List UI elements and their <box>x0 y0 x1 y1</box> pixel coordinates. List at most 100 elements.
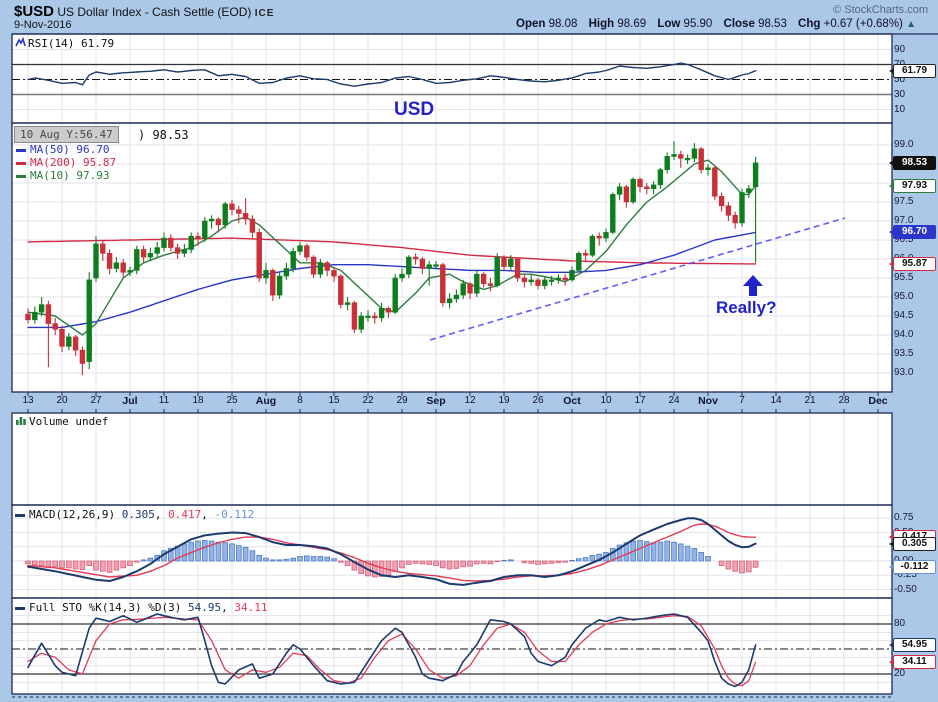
price-value-badge: 98.53 <box>889 155 936 170</box>
x-axis-label: 15 <box>328 395 340 406</box>
x-axis-label: 24 <box>668 395 680 406</box>
sto-panel-legend[interactable]: Full STO %K(14,3) %D(3) 54.95, 34.11 <box>15 601 267 614</box>
x-axis-label: Oct <box>563 395 581 407</box>
volume-panel-legend[interactable]: Volume undef <box>15 415 108 428</box>
price-axis-label: 94.0 <box>894 329 914 340</box>
ma50-legend[interactable]: MA(50) 96.70 <box>16 143 109 156</box>
chg-value: +0.67 (+0.68%) <box>823 18 903 30</box>
really-annotation: Really? <box>716 298 777 317</box>
x-axis-label: 21 <box>804 395 816 406</box>
rsi-chart-icon <box>15 36 26 47</box>
macd-signal-value: 0.417 <box>168 508 202 521</box>
sto-axis-label: 80 <box>894 618 906 629</box>
x-axis-label: Dec <box>868 395 888 407</box>
copyright-label: © StockCharts.com <box>833 4 928 16</box>
low-value: 95.90 <box>683 18 713 30</box>
ma200-legend[interactable]: MA(200) 95.87 <box>16 156 116 169</box>
exchange-label: ICE <box>254 8 275 19</box>
chart-header: $USD US Dollar Index - Cash Settle (EOD)… <box>14 3 274 20</box>
comma: , <box>201 508 208 521</box>
macd-axis-label: 0.75 <box>894 512 914 524</box>
volume-bars-icon <box>16 417 26 425</box>
x-axis-label: 18 <box>192 395 204 406</box>
price-axis-label: 95.5 <box>894 272 914 283</box>
macd-panel-legend[interactable]: MACD(12,26,9) 0.305, 0.417, -0.112 <box>15 508 254 521</box>
x-axis-label: Nov <box>698 395 718 407</box>
macd-value: 0.305 <box>121 508 155 521</box>
macd-label: MACD(12,26,9) <box>29 508 116 521</box>
ma10-legend[interactable]: MA(10) 97.93 <box>16 169 109 182</box>
chart-date: 9-Nov-2016 <box>14 19 72 31</box>
x-axis-label: 12 <box>464 395 476 406</box>
sto-value-badge: 54.95 <box>889 637 936 652</box>
x-axis-label: 26 <box>532 395 544 406</box>
x-axis-label: 7 <box>739 395 745 406</box>
x-axis-label: 20 <box>56 395 68 406</box>
price-axis-label: 96.5 <box>894 234 914 245</box>
rsi-axis-label: 10 <box>894 103 906 115</box>
x-axis-label: 13 <box>22 395 34 406</box>
x-axis-label: 22 <box>362 395 374 406</box>
sto-axis-label: 20 <box>894 667 906 679</box>
price-value-badge: 95.87 <box>889 256 936 271</box>
macd-value-badge: 0.305 <box>889 536 936 551</box>
x-axis-label: 17 <box>634 395 646 406</box>
comma: , <box>221 601 228 614</box>
macd-hist-value: -0.112 <box>214 508 255 521</box>
high-label: High <box>588 18 615 30</box>
rsi-value-badge: 61.79 <box>889 63 936 78</box>
open-label: Open <box>516 18 546 30</box>
macd-line-icon <box>15 513 25 517</box>
ohlc-quote-row: Open 98.08 High 98.69 Low 95.90 Close 98… <box>508 18 916 30</box>
chg-up-arrow-icon: ▲ <box>906 19 916 30</box>
symbol-label: $USD <box>14 3 55 20</box>
ma200-legend-label: MA(200) 95.87 <box>30 156 117 169</box>
x-axis-label: Aug <box>255 395 277 407</box>
ma200-line-icon <box>16 161 26 165</box>
price-axis-label: 95.0 <box>894 291 914 302</box>
x-axis-label: 28 <box>838 395 850 406</box>
macd-axis-label: -0.50 <box>894 583 917 595</box>
sto-d-value: 34.11 <box>234 601 268 614</box>
price-axis-label: 93.0 <box>894 367 914 378</box>
x-axis-label: 19 <box>498 395 510 406</box>
x-axis-label: Sep <box>426 395 446 407</box>
chg-label: Chg <box>798 18 821 30</box>
ma50-legend-label: MA(50) 96.70 <box>30 143 110 156</box>
rsi-axis-label: 30 <box>894 88 906 100</box>
macd-axis-label: -0.25 <box>894 569 917 581</box>
x-axis-label: 8 <box>297 395 303 406</box>
ma50-line-icon <box>16 148 26 152</box>
rsi-panel-legend[interactable]: RSI(14) 61.79 <box>15 36 114 50</box>
price-axis-label: 97.5 <box>894 196 914 207</box>
ma10-line-icon <box>16 174 26 178</box>
macd-value-badge: -0.112 <box>889 560 936 575</box>
volume-label: Volume undef <box>29 415 109 428</box>
sto-k-value: 54.95 <box>187 601 222 614</box>
x-axis-label: 27 <box>90 395 102 406</box>
rsi-axis-label: 50 <box>894 73 906 85</box>
price-axis-label: 97.0 <box>894 215 914 226</box>
low-label: Low <box>657 18 681 30</box>
x-axis-label: 11 <box>158 395 170 406</box>
close-value: 98.53 <box>758 18 787 30</box>
open-value: 98.08 <box>548 18 578 30</box>
sto-value-badge: 34.11 <box>889 655 936 670</box>
x-axis-label: 29 <box>396 395 408 406</box>
price-axis-label: 94.5 <box>894 310 914 321</box>
comma: , <box>154 508 162 521</box>
price-value-badge: 96.70 <box>889 225 936 240</box>
x-axis-label: Jul <box>122 395 138 407</box>
price-axis-label: 93.5 <box>894 348 914 359</box>
ma10-legend-label: MA(10) 97.93 <box>30 169 110 182</box>
x-axis-label: 10 <box>600 395 612 406</box>
sto-line-icon <box>15 606 25 610</box>
price-value-badge: 97.93 <box>889 178 936 193</box>
price-axis-label: 99.0 <box>894 139 914 150</box>
really-up-arrow-icon <box>742 274 764 303</box>
close-label: Close <box>723 18 755 30</box>
x-axis-label: 14 <box>770 395 782 406</box>
rsi-axis-label: 90 <box>894 43 906 55</box>
